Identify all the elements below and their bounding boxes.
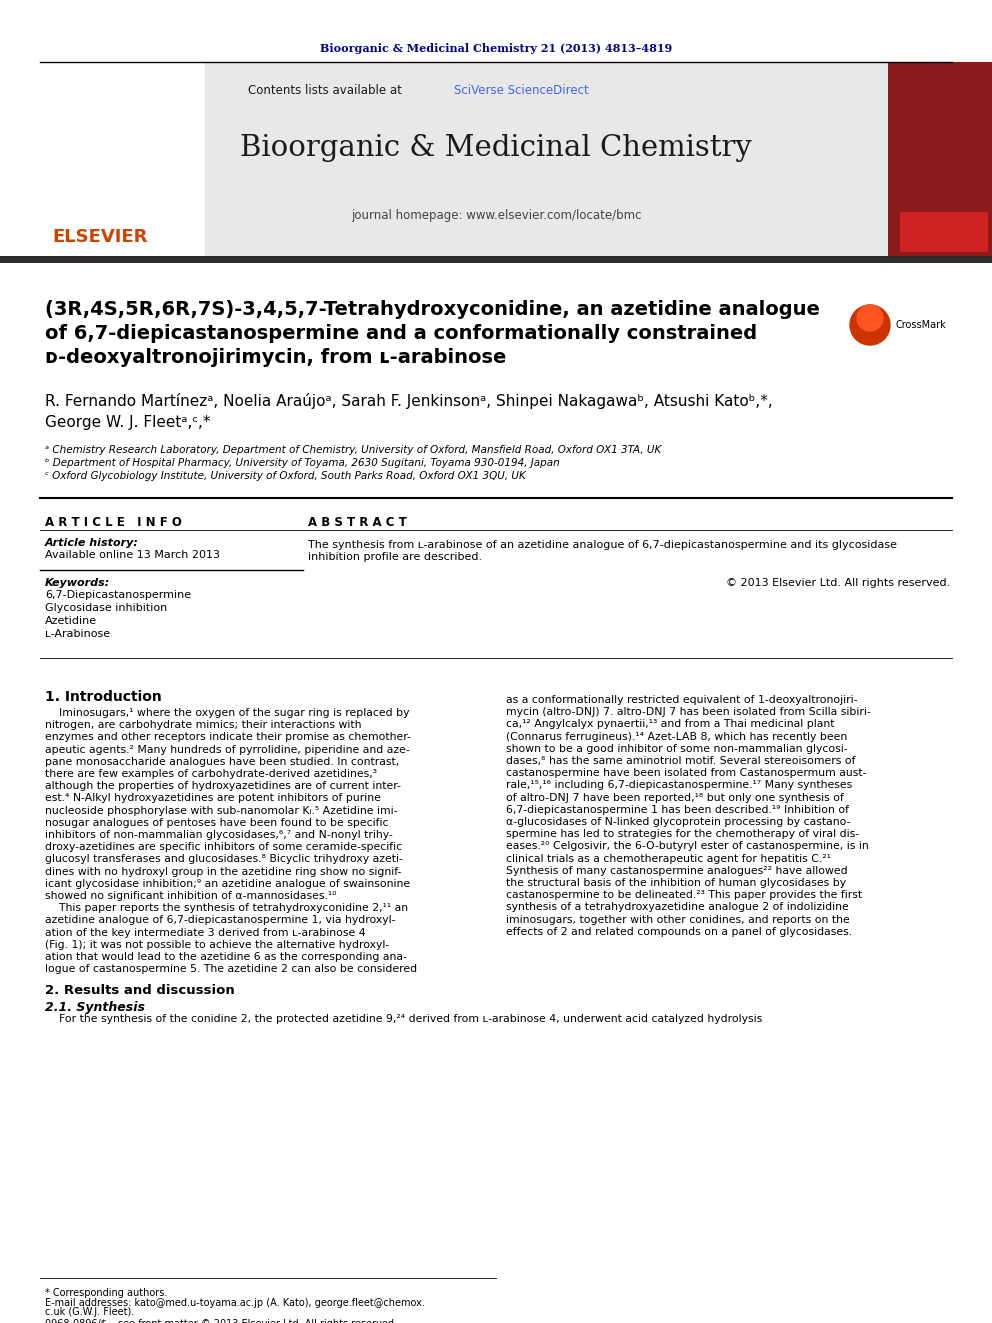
Bar <box>0 255 992 263</box>
Text: (Connarus ferrugineus).¹⁴ Azet-LAB 8, which has recently been: (Connarus ferrugineus).¹⁴ Azet-LAB 8, wh… <box>506 732 847 742</box>
Text: nosugar analogues of pentoses have been found to be specific: nosugar analogues of pentoses have been … <box>45 818 389 828</box>
Text: (Fig. 1); it was not possible to achieve the alternative hydroxyl-: (Fig. 1); it was not possible to achieve… <box>45 939 389 950</box>
Text: This paper reports the synthesis of tetrahydroxyconidine 2,¹¹ an: This paper reports the synthesis of tetr… <box>45 904 408 913</box>
Text: droxy-azetidines are specific inhibitors of some ceramide-specific: droxy-azetidines are specific inhibitors… <box>45 843 402 852</box>
Text: Iminosugars,¹ where the oxygen of the sugar ring is replaced by: Iminosugars,¹ where the oxygen of the su… <box>45 708 410 718</box>
Bar <box>900 212 988 251</box>
Text: nitrogen, are carbohydrate mimics; their interactions with: nitrogen, are carbohydrate mimics; their… <box>45 720 361 730</box>
Text: nucleoside phosphorylase with sub-nanomolar Kᵢ.⁵ Azetidine imi-: nucleoside phosphorylase with sub-nanomo… <box>45 806 398 815</box>
Text: © 2013 Elsevier Ltd. All rights reserved.: © 2013 Elsevier Ltd. All rights reserved… <box>726 578 950 587</box>
Text: E-mail addresses: kato@med.u-toyama.ac.jp (A. Kato), george.fleet@chemox.: E-mail addresses: kato@med.u-toyama.ac.j… <box>45 1298 425 1308</box>
Text: ation of the key intermediate 3 derived from ʟ-arabinose 4: ation of the key intermediate 3 derived … <box>45 927 366 938</box>
Text: * Corresponding authors.: * Corresponding authors. <box>45 1289 168 1298</box>
Text: dines with no hydroxyl group in the azetidine ring show no signif-: dines with no hydroxyl group in the azet… <box>45 867 402 877</box>
Text: Glycosidase inhibition: Glycosidase inhibition <box>45 603 168 613</box>
Text: the structural basis of the inhibition of human glycosidases by: the structural basis of the inhibition o… <box>506 878 846 888</box>
Text: Keywords:: Keywords: <box>45 578 110 587</box>
Text: clinical trials as a chemotherapeutic agent for hepatitis C.²¹: clinical trials as a chemotherapeutic ag… <box>506 853 831 864</box>
Bar <box>888 62 992 258</box>
Text: ation that would lead to the azetidine 6 as the corresponding ana-: ation that would lead to the azetidine 6… <box>45 953 407 962</box>
Circle shape <box>850 306 890 345</box>
Text: R. Fernando Martínezᵃ, Noelia Araújoᵃ, Sarah F. Jenkinsonᵃ, Shinpei Nakagawaᵇ, A: R. Fernando Martínezᵃ, Noelia Araújoᵃ, S… <box>45 393 773 409</box>
Text: 6,7-Diepicastanospermine: 6,7-Diepicastanospermine <box>45 590 191 601</box>
Text: 2. Results and discussion: 2. Results and discussion <box>45 984 235 998</box>
Text: eases.²⁰ Celgosivir, the 6-O-butyryl ester of castanospermine, is in: eases.²⁰ Celgosivir, the 6-O-butyryl est… <box>506 841 869 852</box>
Text: Contents lists available at: Contents lists available at <box>248 83 406 97</box>
Text: Article history:: Article history: <box>45 538 139 548</box>
Text: 6,7-diepicastanospermine 1 has been described.¹⁹ Inhibition of: 6,7-diepicastanospermine 1 has been desc… <box>506 804 849 815</box>
Text: azetidine analogue of 6,7-diepicastanospermine 1, via hydroxyl-: azetidine analogue of 6,7-diepicastanosp… <box>45 916 396 925</box>
Text: rale,¹⁵,¹⁶ including 6,7-diepicastanospermine.¹⁷ Many syntheses: rale,¹⁵,¹⁶ including 6,7-diepicastanospe… <box>506 781 852 790</box>
Bar <box>0 62 205 258</box>
Text: ᵇ Department of Hospital Pharmacy, University of Toyama, 2630 Sugitani, Toyama 9: ᵇ Department of Hospital Pharmacy, Unive… <box>45 458 559 468</box>
Text: Azetidine: Azetidine <box>45 617 97 626</box>
Text: castanospermine to be delineated.²³ This paper provides the first: castanospermine to be delineated.²³ This… <box>506 890 862 900</box>
Text: dases,⁶ has the same aminotriol motif. Several stereoisomers of: dases,⁶ has the same aminotriol motif. S… <box>506 755 855 766</box>
Text: as a conformationally restricted equivalent of 1-deoxyaltronojiri-: as a conformationally restricted equival… <box>506 695 857 705</box>
Text: journal homepage: www.elsevier.com/locate/bmc: journal homepage: www.elsevier.com/locat… <box>351 209 641 221</box>
Text: ʟ-Arabinose: ʟ-Arabinose <box>45 628 110 639</box>
Text: ca,¹² Angylcalyx pynaertii,¹³ and from a Thai medicinal plant: ca,¹² Angylcalyx pynaertii,¹³ and from a… <box>506 720 834 729</box>
Text: Bioorganic & Medicinal Chemistry 21 (2013) 4813–4819: Bioorganic & Medicinal Chemistry 21 (201… <box>319 42 673 53</box>
Text: enzymes and other receptors indicate their promise as chemother-: enzymes and other receptors indicate the… <box>45 733 411 742</box>
Text: The synthesis from ʟ-arabinose of an azetidine analogue of 6,7-diepicastanosperm: The synthesis from ʟ-arabinose of an aze… <box>308 540 897 550</box>
Text: iminosugars, together with other conidines, and reports on the: iminosugars, together with other conidin… <box>506 914 850 925</box>
Text: inhibitors of non-mammalian glycosidases,⁶,⁷ and N-nonyl trihy-: inhibitors of non-mammalian glycosidases… <box>45 830 393 840</box>
Text: ᴅ-deoxyaltronojirimycin, from ʟ-arabinose: ᴅ-deoxyaltronojirimycin, from ʟ-arabinos… <box>45 348 506 366</box>
Text: of altro-DNJ 7 have been reported,¹⁸ but only one synthesis of: of altro-DNJ 7 have been reported,¹⁸ but… <box>506 792 844 803</box>
Text: inhibition profile are described.: inhibition profile are described. <box>308 552 482 562</box>
Text: 0968-0896/$ – see front matter © 2013 Elsevier Ltd. All rights reserved.: 0968-0896/$ – see front matter © 2013 El… <box>45 1319 397 1323</box>
Text: Bioorganic & Medicinal Chemistry: Bioorganic & Medicinal Chemistry <box>240 134 752 161</box>
Text: apeutic agents.² Many hundreds of pyrrolidine, piperidine and aze-: apeutic agents.² Many hundreds of pyrrol… <box>45 745 410 754</box>
Text: c.uk (G.W.J. Fleet).: c.uk (G.W.J. Fleet). <box>45 1307 134 1316</box>
Text: shown to be a good inhibitor of some non-mammalian glycosi-: shown to be a good inhibitor of some non… <box>506 744 847 754</box>
Text: est.⁴ N-Alkyl hydroxyazetidines are potent inhibitors of purine: est.⁴ N-Alkyl hydroxyazetidines are pote… <box>45 794 381 803</box>
Text: there are few examples of carbohydrate-derived azetidines,³: there are few examples of carbohydrate-d… <box>45 769 377 779</box>
Text: logue of castanospermine 5. The azetidine 2 can also be considered: logue of castanospermine 5. The azetidin… <box>45 964 417 974</box>
Text: ᵃ Chemistry Research Laboratory, Department of Chemistry, University of Oxford, : ᵃ Chemistry Research Laboratory, Departm… <box>45 445 662 455</box>
Text: of 6,7-diepicastanospermine and a conformationally constrained: of 6,7-diepicastanospermine and a confor… <box>45 324 757 343</box>
Text: A R T I C L E   I N F O: A R T I C L E I N F O <box>45 516 182 529</box>
Text: George W. J. Fleetᵃ,ᶜ,*: George W. J. Fleetᵃ,ᶜ,* <box>45 415 210 430</box>
Text: ᶜ Oxford Glycobiology Institute, University of Oxford, South Parks Road, Oxford : ᶜ Oxford Glycobiology Institute, Univers… <box>45 471 526 482</box>
Text: showed no significant inhibition of α-mannosidases.¹⁰: showed no significant inhibition of α-ma… <box>45 890 336 901</box>
Text: Synthesis of many castanospermine analogues²² have allowed: Synthesis of many castanospermine analog… <box>506 865 847 876</box>
Text: A B S T R A C T: A B S T R A C T <box>308 516 407 529</box>
Text: pane monosaccharide analogues have been studied. In contrast,: pane monosaccharide analogues have been … <box>45 757 399 767</box>
Text: 1. Introduction: 1. Introduction <box>45 691 162 704</box>
Text: SciVerse ScienceDirect: SciVerse ScienceDirect <box>454 83 588 97</box>
Circle shape <box>857 306 883 331</box>
Text: (3R,4S,5R,6R,7S)-3,4,5,7-Tetrahydroxyconidine, an azetidine analogue: (3R,4S,5R,6R,7S)-3,4,5,7-Tetrahydroxycon… <box>45 300 819 319</box>
Text: effects of 2 and related compounds on a panel of glycosidases.: effects of 2 and related compounds on a … <box>506 927 852 937</box>
Text: icant glycosidase inhibition;⁹ an azetidine analogue of swainsonine: icant glycosidase inhibition;⁹ an azetid… <box>45 878 410 889</box>
Text: CrossMark: CrossMark <box>896 320 946 329</box>
Text: synthesis of a tetrahydroxyazetidine analogue 2 of indolizidine: synthesis of a tetrahydroxyazetidine ana… <box>506 902 849 913</box>
Text: mycin (altro-DNJ) 7. altro-DNJ 7 has been isolated from Scilla sibiri-: mycin (altro-DNJ) 7. altro-DNJ 7 has bee… <box>506 708 871 717</box>
Text: although the properties of hydroxyazetidines are of current inter-: although the properties of hydroxyazetid… <box>45 781 401 791</box>
Text: 2.1. Synthesis: 2.1. Synthesis <box>45 1002 145 1015</box>
Text: α-glucosidases of N-linked glycoprotein processing by castano-: α-glucosidases of N-linked glycoprotein … <box>506 818 850 827</box>
Text: spermine has led to strategies for the chemotherapy of viral dis-: spermine has led to strategies for the c… <box>506 830 859 839</box>
Text: castanospermine have been isolated from Castanospermum aust-: castanospermine have been isolated from … <box>506 769 866 778</box>
Text: ELSEVIER: ELSEVIER <box>53 228 148 246</box>
Text: glucosyl transferases and glucosidases.⁸ Bicyclic trihydroxy azeti-: glucosyl transferases and glucosidases.⁸… <box>45 855 403 864</box>
Text: For the synthesis of the conidine 2, the protected azetidine 9,²⁴ derived from ʟ: For the synthesis of the conidine 2, the… <box>45 1015 762 1024</box>
Text: Available online 13 March 2013: Available online 13 March 2013 <box>45 550 220 560</box>
Bar <box>0 62 992 258</box>
